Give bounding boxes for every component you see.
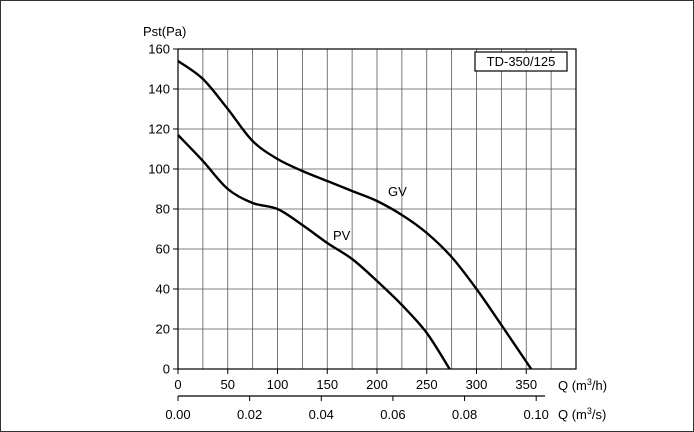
- y-tick-label: 80: [156, 202, 170, 217]
- x-tick-label: 0: [174, 377, 181, 392]
- x2-tick-label: 0.04: [309, 407, 334, 422]
- x2-tick-label: 0.02: [237, 407, 262, 422]
- x2-tick-label: 0.06: [380, 407, 405, 422]
- y-tick-label: 160: [148, 42, 170, 57]
- series-line-pv: [177, 134, 451, 370]
- series-curves: [177, 60, 533, 370]
- grid-lines: [178, 49, 576, 369]
- x2-tick-label: 0.10: [524, 407, 549, 422]
- x-tick-labels: 0 50 100 150 200 250 300 350: [174, 369, 537, 392]
- x2-tick-labels: 0.00 0.02 0.04 0.06 0.08 0.10: [165, 396, 549, 422]
- x-tick-label: 50: [221, 377, 235, 392]
- x-tick-label: 350: [515, 377, 537, 392]
- gv-curve-label: GV: [388, 184, 407, 199]
- y-tick-label: 0: [163, 362, 170, 377]
- pv-curve-label: PV: [333, 228, 351, 243]
- x-axis-label: Q (m3/h): [558, 377, 607, 393]
- x-tick-label: 150: [316, 377, 338, 392]
- y-tick-label: 140: [148, 82, 170, 97]
- x-tick-label: 300: [466, 377, 488, 392]
- y-tick-label: 100: [148, 162, 170, 177]
- x-tick-label: 250: [416, 377, 438, 392]
- y-axis-label: Pst(Pa): [143, 24, 186, 39]
- y-tick-labels: 0 20 40 60 80 100 120 140 160: [148, 42, 178, 377]
- x2-axis-label: Q (m3/s): [558, 406, 606, 422]
- x-tick-label: 100: [267, 377, 289, 392]
- y-tick-label: 40: [156, 282, 170, 297]
- y-tick-label: 120: [148, 122, 170, 137]
- series-line-gv: [177, 60, 533, 370]
- x2-tick-label: 0.00: [165, 407, 190, 422]
- y-tick-label: 60: [156, 242, 170, 257]
- x2-tick-label: 0.08: [452, 407, 477, 422]
- model-label-box: [474, 51, 568, 72]
- model-label: TD-350/125: [487, 54, 556, 69]
- y-tick-label: 20: [156, 322, 170, 337]
- x-tick-label: 200: [366, 377, 388, 392]
